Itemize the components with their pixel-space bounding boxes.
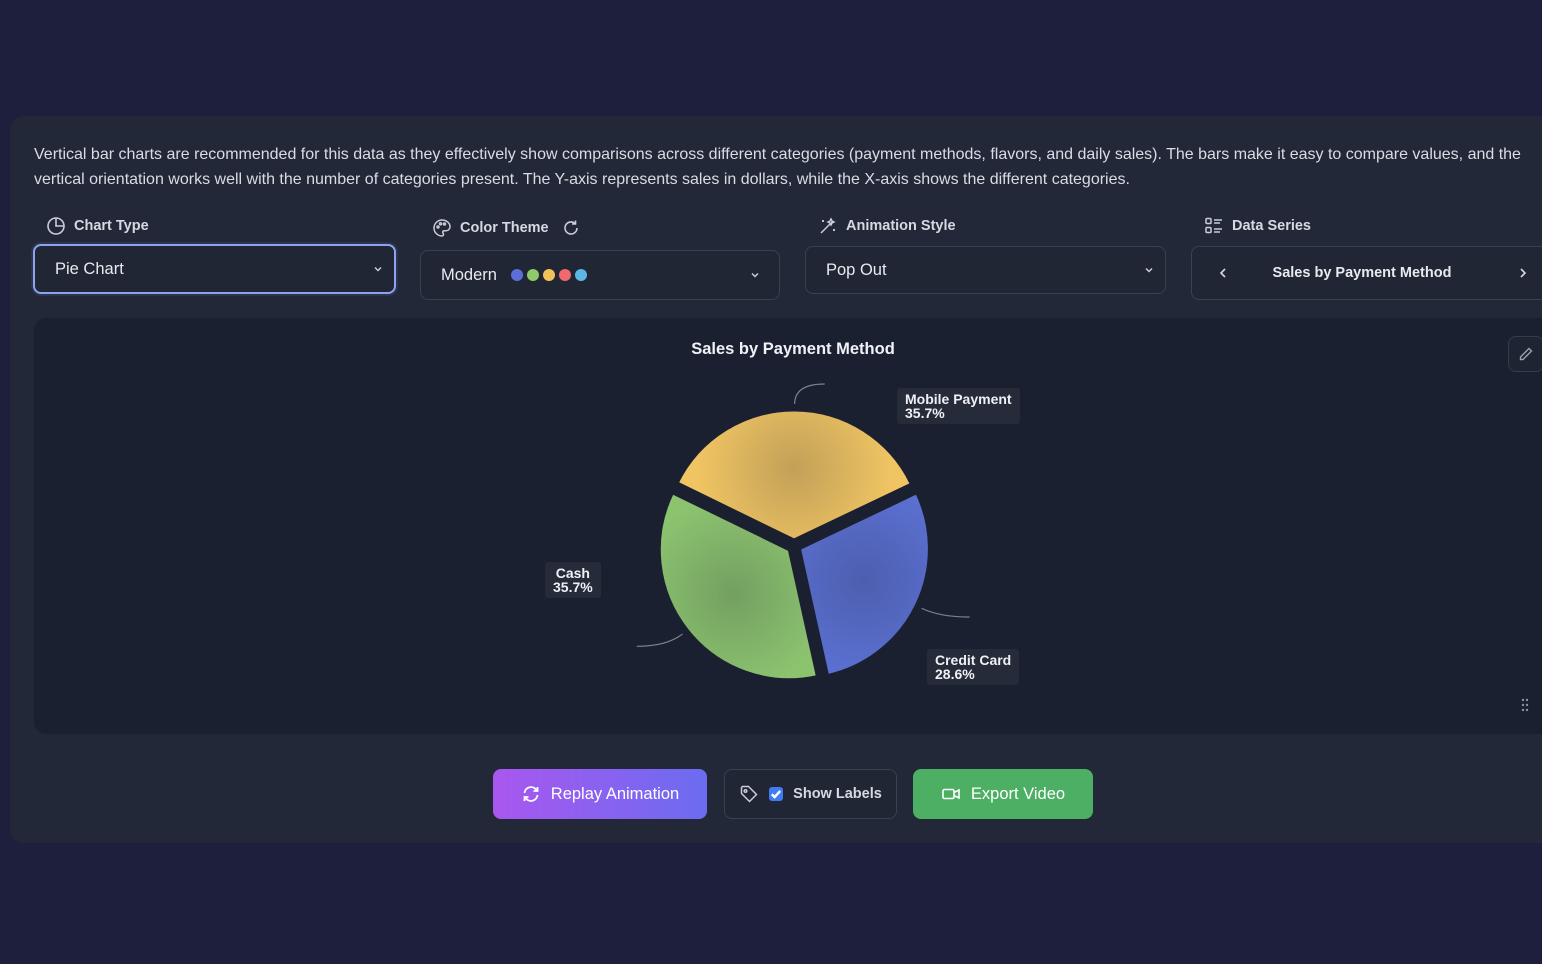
- slice-label-credit-card: Credit Card 28.6%: [927, 649, 1020, 685]
- slice-percent: 28.6%: [935, 666, 975, 682]
- leader-line: [921, 607, 970, 618]
- show-labels-label: Show Labels: [793, 786, 882, 802]
- color-theme-label: Color Theme: [432, 218, 581, 238]
- color-swatch: [558, 269, 571, 281]
- pie-slice-cash[interactable]: [657, 491, 819, 682]
- chart-type-value: Pie Chart: [55, 259, 124, 278]
- data-series-value: Sales by Payment Method: [1272, 265, 1452, 281]
- animation-style-label: Animation Style: [818, 216, 956, 236]
- animation-style-select[interactable]: Pop Out: [805, 246, 1166, 294]
- pie-slice-credit-card[interactable]: [797, 491, 931, 678]
- tag-icon: [740, 785, 758, 803]
- color-swatch: [574, 269, 587, 281]
- color-theme-select[interactable]: Modern: [420, 250, 780, 300]
- chart-title: Sales by Payment Method: [691, 340, 895, 358]
- chevron-down-icon: [751, 272, 759, 278]
- chevron-right-icon[interactable]: [1516, 266, 1530, 280]
- check-icon: [771, 790, 782, 799]
- pie-chart-icon: [47, 217, 65, 235]
- chart-settings-panel: Vertical bar charts are recommended for …: [10, 116, 1542, 843]
- slice-name: Credit Card: [935, 652, 1012, 668]
- data-series-label: Data Series: [1204, 216, 1311, 236]
- list-icon: [1205, 217, 1222, 234]
- slice-name: Cash: [555, 565, 590, 581]
- data-series-label-text: Data Series: [1232, 218, 1311, 234]
- refresh-icon[interactable]: [561, 218, 581, 238]
- data-series-selector: Sales by Payment Method: [1191, 246, 1542, 300]
- edit-button[interactable]: [1508, 336, 1542, 372]
- magic-wand-icon: [820, 217, 836, 234]
- palette-icon: [433, 219, 451, 237]
- color-theme-value: Modern: [441, 265, 497, 284]
- slice-label-cash: Cash 35.7%: [545, 562, 601, 598]
- drag-handle-icon[interactable]: [1520, 698, 1530, 712]
- export-video-label: Export Video: [970, 784, 1066, 803]
- slice-label-mobile-payment: Mobile Payment 35.7%: [897, 388, 1020, 424]
- color-swatch: [526, 269, 539, 281]
- show-labels-checkbox[interactable]: [769, 787, 784, 801]
- leader-line: [636, 633, 683, 647]
- chart-type-label: Chart Type: [46, 216, 149, 236]
- color-theme-label-text: Color Theme: [460, 220, 549, 236]
- video-camera-icon: [942, 788, 960, 800]
- animation-style-label-text: Animation Style: [846, 218, 956, 234]
- slice-percent: 35.7%: [905, 405, 945, 421]
- pencil-icon: [1519, 347, 1533, 361]
- slice-percent: 35.7%: [553, 579, 593, 595]
- export-video-button[interactable]: Export Video: [913, 769, 1093, 819]
- replay-animation-label: Replay Animation: [550, 784, 680, 803]
- chart-canvas: Sales by Payment Method Mobile Payment 3…: [34, 318, 1542, 734]
- leader-line: [794, 383, 825, 405]
- slice-name: Mobile Payment: [905, 391, 1012, 407]
- pie-chart: [636, 383, 970, 682]
- replay-animation-button[interactable]: Replay Animation: [493, 769, 707, 819]
- chevron-left-icon[interactable]: [1216, 266, 1230, 280]
- chevron-down-icon: [374, 266, 382, 272]
- color-swatch: [542, 269, 555, 281]
- recommendation-text: Vertical bar charts are recommended for …: [34, 146, 1521, 188]
- show-labels-toggle[interactable]: Show Labels: [724, 769, 897, 819]
- chart-type-label-text: Chart Type: [74, 218, 149, 234]
- refresh-icon: [523, 786, 539, 802]
- pie-slice-mobile-payment[interactable]: [675, 408, 913, 542]
- color-swatch: [510, 269, 523, 281]
- color-swatches: [510, 269, 587, 281]
- chevron-down-icon: [1145, 267, 1153, 273]
- animation-style-value: Pop Out: [826, 260, 887, 279]
- chart-type-select[interactable]: Pie Chart: [33, 244, 396, 294]
